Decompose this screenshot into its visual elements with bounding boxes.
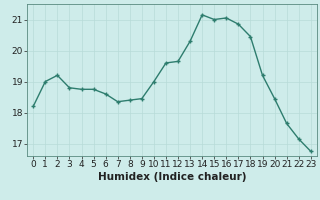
- X-axis label: Humidex (Indice chaleur): Humidex (Indice chaleur): [98, 172, 246, 182]
